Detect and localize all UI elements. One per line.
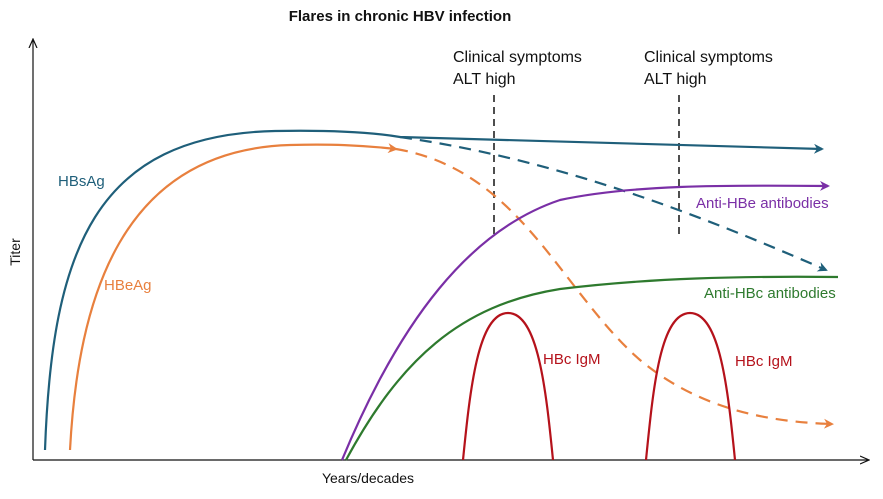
hbeag-decline-dashed	[395, 147, 834, 429]
y-axis-label: Titer	[7, 238, 23, 266]
diagram-title: Flares in chronic HBV infection	[289, 8, 512, 25]
hbeag-label: HBeAg	[104, 277, 152, 294]
anti-hbe-label: Anti-HBe antibodies	[696, 195, 829, 212]
anti-hbe-curve	[340, 180, 830, 461]
anti-hbc-curve	[345, 275, 839, 461]
annotation-2-line1: Clinical symptoms	[644, 49, 773, 66]
hbc-igm-peak-2	[644, 311, 737, 461]
annotation-2-line2: ALT high	[644, 71, 707, 88]
hbc-igm-peak-1	[461, 311, 555, 461]
hbsag-curve	[43, 129, 824, 451]
hbc-igm-label-1: HBc IgM	[543, 351, 601, 368]
x-axis-label: Years/decades	[322, 470, 414, 486]
hbc-igm-label-2: HBc IgM	[735, 353, 793, 370]
annotation-1-line1: Clinical symptoms	[453, 49, 582, 66]
hbsag-label: HBsAg	[58, 173, 105, 190]
anti-hbc-label: Anti-HBc antibodies	[704, 285, 836, 302]
annotation-1-line2: ALT high	[453, 71, 516, 88]
hbsag-decline-dashed	[399, 135, 828, 272]
hbeag-curve	[68, 143, 398, 451]
